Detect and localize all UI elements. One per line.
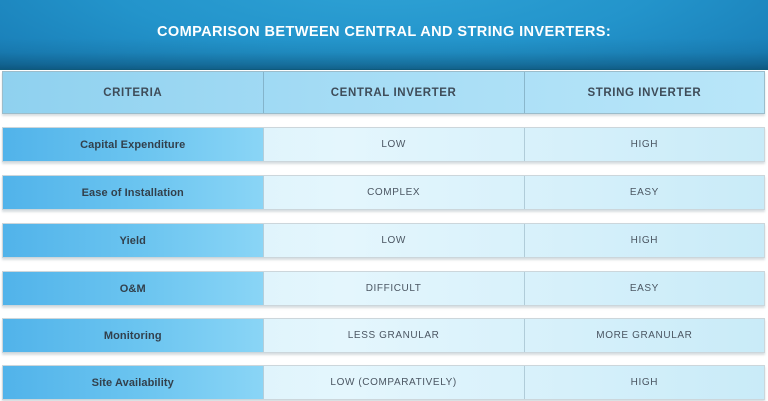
- string-value-cell: HIGH: [523, 128, 764, 161]
- central-value-cell: LOW (COMPARATIVELY): [262, 366, 524, 399]
- string-value-cell: MORE GRANULAR: [523, 319, 764, 352]
- column-header-string-inverter: STRING INVERTER: [523, 72, 764, 113]
- central-value-cell: LOW: [262, 224, 524, 257]
- central-value-cell: COMPLEX: [262, 176, 524, 209]
- string-value-cell: EASY: [523, 272, 764, 305]
- central-value-cell: LOW: [262, 128, 524, 161]
- criteria-cell: Monitoring: [3, 319, 263, 352]
- table-row-capital-expenditure: Capital Expenditure LOW HIGH: [2, 127, 765, 162]
- criteria-cell: O&M: [3, 272, 263, 305]
- string-value-cell: EASY: [523, 176, 764, 209]
- table-row-site-availability: Site Availability LOW (COMPARATIVELY) HI…: [2, 365, 765, 400]
- central-value-cell: LESS GRANULAR: [262, 319, 524, 352]
- criteria-cell: Capital Expenditure: [3, 128, 263, 161]
- criteria-cell: Yield: [3, 224, 263, 257]
- table-row-o-and-m: O&M DIFFICULT EASY: [2, 271, 765, 306]
- table-row-ease-of-installation: Ease of Installation COMPLEX EASY: [2, 175, 765, 210]
- page-title: COMPARISON BETWEEN CENTRAL AND STRING IN…: [156, 22, 612, 40]
- string-value-cell: HIGH: [523, 224, 764, 257]
- criteria-cell: Ease of Installation: [3, 176, 263, 209]
- table-row-monitoring: Monitoring LESS GRANULAR MORE GRANULAR: [2, 318, 765, 353]
- table-header-row: CRITERIA CENTRAL INVERTER STRING INVERTE…: [2, 71, 765, 114]
- column-header-criteria: CRITERIA: [103, 86, 163, 99]
- column-header-central-inverter: CENTRAL INVERTER: [262, 72, 524, 113]
- central-value-cell: DIFFICULT: [262, 272, 524, 305]
- criteria-cell: Site Availability: [3, 366, 263, 399]
- title-banner: COMPARISON BETWEEN CENTRAL AND STRING IN…: [0, 0, 768, 70]
- table-row-yield: Yield LOW HIGH: [2, 223, 765, 258]
- string-value-cell: HIGH: [523, 366, 764, 399]
